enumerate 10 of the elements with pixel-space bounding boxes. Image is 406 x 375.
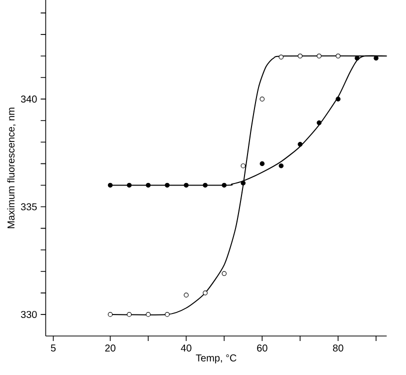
x-axis-title: Temp, °C <box>196 354 236 364</box>
y-axis-title: Maximum fluorescence, nm <box>7 108 16 228</box>
x-tick-label: 80 <box>333 344 344 352</box>
y-tick-label: 335 <box>20 203 37 210</box>
x-tick-label: 20 <box>105 344 116 352</box>
x-tick-label: 60 <box>257 344 268 352</box>
y-tick-label: 330 <box>20 310 37 318</box>
x-tick-label: 5 <box>50 344 56 352</box>
x-tick-label: 40 <box>180 344 192 352</box>
y-tick-label: 340 <box>20 96 37 103</box>
